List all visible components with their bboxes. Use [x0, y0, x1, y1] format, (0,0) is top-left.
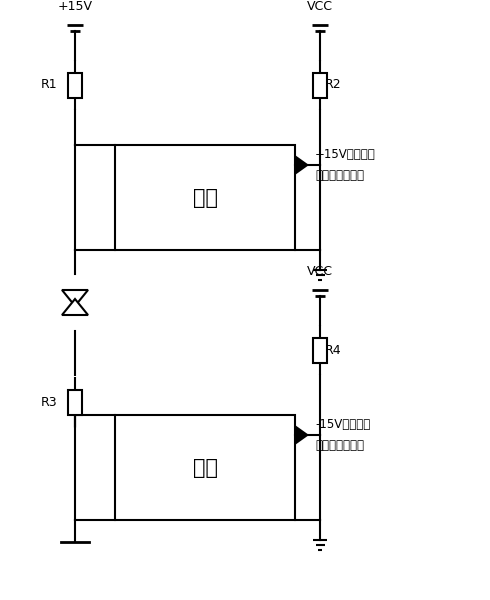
Text: R3: R3	[40, 395, 57, 409]
Bar	[313, 337, 327, 362]
Text: R1: R1	[40, 79, 57, 91]
Bar	[68, 389, 82, 415]
Text: 光耦: 光耦	[193, 457, 218, 478]
Text: R2: R2	[325, 79, 342, 91]
Text: +15V电源检测: +15V电源检测	[315, 148, 376, 161]
Bar	[68, 73, 82, 97]
Polygon shape	[295, 155, 309, 175]
Text: 光耦: 光耦	[193, 187, 218, 208]
Polygon shape	[62, 290, 88, 306]
Bar	[115, 415, 295, 520]
Text: 至逻辑保护回路: 至逻辑保护回路	[315, 169, 364, 182]
Bar	[115, 145, 295, 250]
Text: VCC: VCC	[307, 0, 333, 13]
Text: VCC: VCC	[307, 265, 333, 278]
Text: 至逻辑保护回路: 至逻辑保护回路	[315, 439, 364, 452]
Text: -15V电源检测: -15V电源检测	[315, 418, 370, 431]
Polygon shape	[295, 425, 309, 445]
Text: R4: R4	[325, 343, 342, 356]
Polygon shape	[62, 299, 88, 315]
Text: +15V: +15V	[57, 0, 93, 13]
Bar	[313, 73, 327, 97]
